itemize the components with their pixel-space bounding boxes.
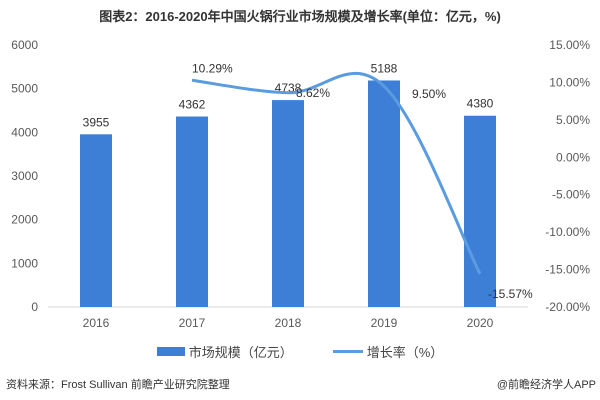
legend-item-growth-rate[interactable]: 增长率（%） bbox=[332, 342, 444, 361]
left-tick-label: 1000 bbox=[11, 256, 38, 270]
x-tick-label: 2016 bbox=[83, 316, 110, 330]
left-tick-label: 4000 bbox=[11, 125, 38, 139]
x-tick-label: 2020 bbox=[467, 316, 494, 330]
line-data-label: 8.62% bbox=[296, 86, 330, 100]
bar-data-label: 4380 bbox=[467, 97, 494, 111]
legend-line-swatch bbox=[332, 350, 363, 353]
right-tick-label: 10.00% bbox=[549, 75, 590, 89]
left-tick-label: 0 bbox=[31, 300, 38, 314]
x-tick-label: 2017 bbox=[179, 316, 206, 330]
credit: @前瞻经济学人APP bbox=[496, 379, 596, 391]
bar-data-label: 5188 bbox=[371, 61, 398, 75]
right-tick-label: -5.00% bbox=[552, 188, 590, 202]
right-tick-label: 0.00% bbox=[556, 150, 590, 164]
bar-2017 bbox=[176, 116, 208, 307]
legend-bar-swatch bbox=[156, 347, 185, 356]
bar-data-label: 4362 bbox=[179, 98, 206, 112]
right-tick-label: -10.00% bbox=[545, 225, 590, 239]
source-note: 资料来源：Frost Sullivan 前瞻产业研究院整理 bbox=[6, 379, 230, 391]
right-tick-label: 15.00% bbox=[549, 38, 590, 52]
line-data-label: 10.29% bbox=[192, 61, 233, 75]
legend: 市场规模（亿元） 增长率（%） bbox=[0, 342, 600, 361]
line-data-label: -15.57% bbox=[488, 287, 533, 301]
x-tick-label: 2018 bbox=[275, 316, 302, 330]
bar-2016 bbox=[80, 134, 112, 307]
left-tick-label: 3000 bbox=[11, 169, 38, 183]
legend-item-market-size[interactable]: 市场规模（亿元） bbox=[156, 342, 293, 361]
x-tick-label: 2019 bbox=[371, 316, 398, 330]
left-tick-label: 5000 bbox=[11, 82, 38, 96]
legend-label-growth-rate: 增长率（%） bbox=[366, 345, 444, 360]
bar-2019 bbox=[368, 80, 400, 307]
legend-label-market-size: 市场规模（亿元） bbox=[188, 345, 293, 360]
chart-title: 图表2：2016-2020年中国火锅行业市场规模及增长率(单位：亿元，%) bbox=[99, 9, 501, 24]
left-tick-label: 6000 bbox=[11, 38, 38, 52]
line-data-label: 9.50% bbox=[412, 87, 446, 101]
growth-rate-line bbox=[191, 72, 482, 275]
right-tick-label: -20.00% bbox=[545, 300, 590, 314]
bar-2018 bbox=[272, 100, 304, 307]
right-tick-label: 5.00% bbox=[556, 113, 590, 127]
bar-data-label: 3955 bbox=[83, 115, 110, 129]
right-tick-label: -15.00% bbox=[545, 263, 590, 277]
bar-2020 bbox=[464, 115, 496, 308]
left-tick-label: 2000 bbox=[11, 213, 38, 227]
